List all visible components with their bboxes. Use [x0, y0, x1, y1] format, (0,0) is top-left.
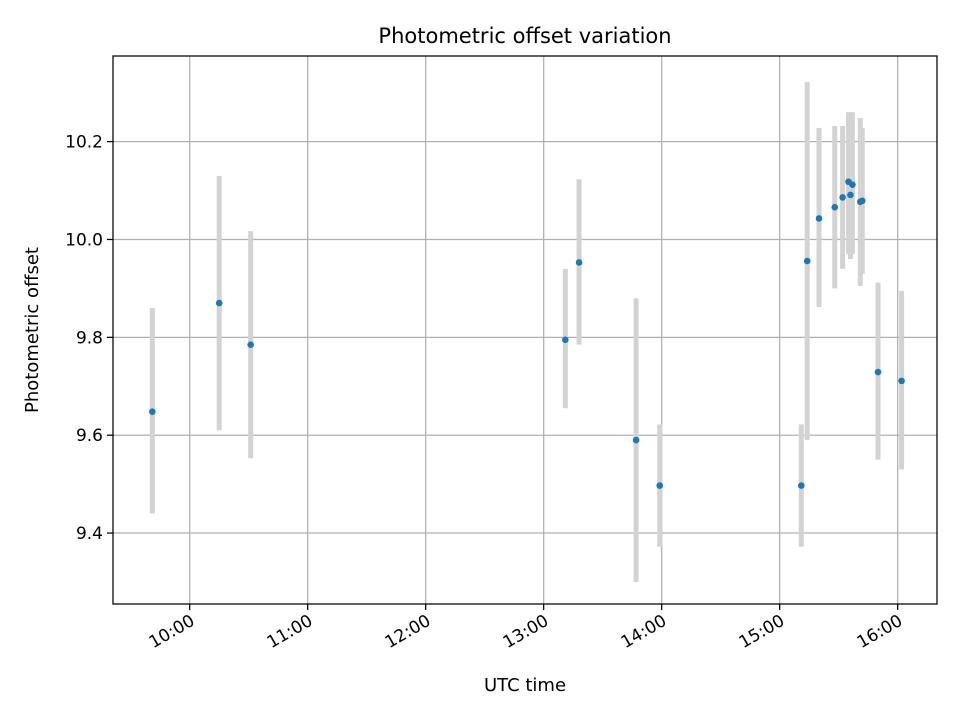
data-point	[247, 341, 254, 348]
y-tick-label: 9.6	[76, 426, 103, 446]
data-point	[149, 408, 156, 416]
y-tick-label: 10.0	[65, 230, 103, 250]
data-point	[632, 436, 640, 444]
data-point	[847, 191, 854, 199]
data-point	[898, 377, 905, 385]
data-point	[839, 194, 846, 201]
data-point	[575, 259, 583, 266]
data-point	[849, 181, 856, 188]
data-point	[656, 482, 664, 489]
y-tick-label: 9.4	[76, 524, 103, 544]
x-axis-label: UTC time	[484, 675, 566, 696]
data-point	[858, 197, 866, 205]
plot-frame	[112, 55, 938, 605]
y-tick-label: 9.8	[76, 328, 103, 348]
data-point	[803, 257, 811, 265]
y-axis: 9.4 9.6 9.8 10.0 10.2	[65, 133, 113, 544]
data-points	[149, 178, 905, 489]
data-point	[215, 299, 223, 307]
chart-title: Photometric offset variation	[378, 24, 671, 48]
y-tick-label: 10.2	[65, 133, 103, 153]
data-point	[798, 482, 805, 489]
data-point	[874, 368, 882, 376]
data-point	[562, 336, 569, 344]
data-point	[815, 215, 823, 222]
y-axis-label: Photometric offset	[22, 247, 43, 413]
data-point	[831, 203, 839, 211]
